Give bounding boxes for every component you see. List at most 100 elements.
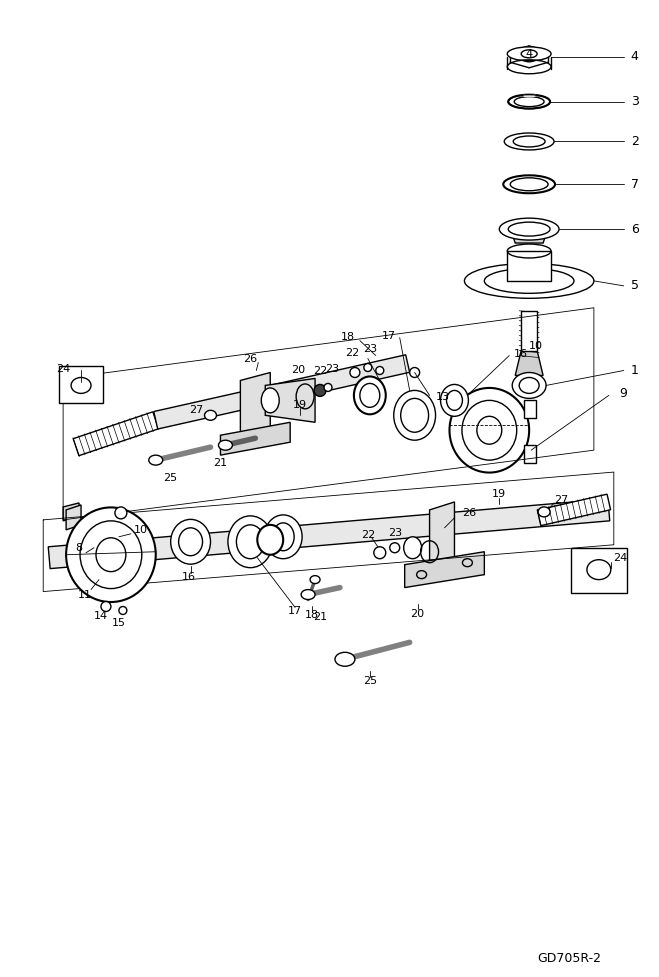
Polygon shape [266,378,315,422]
Text: 13: 13 [436,393,449,403]
Ellipse shape [507,47,551,61]
Text: 21: 21 [313,613,327,622]
Polygon shape [241,372,270,443]
Text: 22: 22 [345,348,359,358]
Bar [524,446,536,463]
Ellipse shape [264,515,302,559]
Text: 17: 17 [288,607,302,616]
Circle shape [324,383,332,392]
Ellipse shape [503,175,555,193]
Ellipse shape [257,525,283,555]
Polygon shape [63,503,79,521]
Circle shape [350,367,360,377]
Ellipse shape [500,218,559,240]
Text: 10: 10 [134,525,148,534]
Text: 19: 19 [293,401,307,410]
Circle shape [364,363,372,371]
Text: 11: 11 [78,589,92,600]
Text: 16: 16 [514,349,529,359]
Text: 23: 23 [362,344,377,354]
Ellipse shape [261,388,279,413]
Text: 23: 23 [325,363,339,373]
Polygon shape [515,351,543,375]
Text: 23: 23 [387,528,402,537]
Ellipse shape [149,455,163,465]
Ellipse shape [219,441,233,450]
Circle shape [314,384,326,397]
Text: 15: 15 [112,618,126,628]
Text: 5: 5 [631,279,639,292]
Polygon shape [154,355,410,429]
Circle shape [374,547,386,559]
Text: 22: 22 [313,366,327,376]
Ellipse shape [440,384,469,416]
Bar [59,365,103,404]
Bar [571,548,627,593]
Text: 18: 18 [305,611,319,620]
Ellipse shape [204,410,216,420]
Text: 25: 25 [163,473,178,483]
Polygon shape [73,411,159,455]
Text: 10: 10 [529,341,543,351]
Bar [524,401,536,418]
Ellipse shape [462,401,517,460]
Text: 19: 19 [492,488,506,499]
Ellipse shape [66,507,156,602]
Ellipse shape [504,133,554,149]
Text: GD705R-2: GD705R-2 [537,952,601,964]
Ellipse shape [512,372,546,399]
Circle shape [376,366,384,374]
Text: 6: 6 [631,223,639,235]
Text: 26: 26 [463,508,476,518]
Polygon shape [48,499,610,569]
Bar [507,251,551,280]
Ellipse shape [171,520,210,564]
Ellipse shape [228,516,273,568]
Polygon shape [405,552,484,587]
Circle shape [410,367,420,377]
Text: 21: 21 [214,458,227,468]
Text: 7: 7 [631,178,639,191]
Polygon shape [537,494,611,526]
Text: 27: 27 [554,495,568,505]
Polygon shape [221,422,290,455]
Text: 26: 26 [243,354,258,363]
Bar [521,311,537,351]
Circle shape [119,607,127,615]
Ellipse shape [404,536,422,559]
Text: 2: 2 [631,135,639,148]
Text: 25: 25 [362,676,377,686]
Text: 3: 3 [631,95,639,108]
Text: 1: 1 [631,364,639,377]
Ellipse shape [310,575,320,583]
Ellipse shape [393,391,436,441]
Circle shape [115,507,127,519]
Ellipse shape [335,653,355,666]
Text: 24: 24 [56,363,71,373]
Ellipse shape [449,388,529,473]
Ellipse shape [508,95,550,108]
Text: 18: 18 [341,331,355,342]
Ellipse shape [301,589,315,600]
Text: 27: 27 [189,405,204,415]
Text: 4: 4 [631,51,639,64]
Polygon shape [430,502,455,574]
Text: 20: 20 [291,365,305,375]
Circle shape [101,602,111,612]
Ellipse shape [80,521,142,588]
Text: 17: 17 [382,330,395,341]
Text: 16: 16 [182,572,196,581]
Text: 24: 24 [613,553,627,563]
Polygon shape [66,505,81,530]
Text: 4: 4 [526,49,532,59]
Ellipse shape [354,376,386,414]
Text: 14: 14 [94,612,108,621]
Text: 22: 22 [360,530,375,540]
Ellipse shape [465,264,594,298]
Text: 20: 20 [411,610,424,619]
Polygon shape [508,222,550,243]
Text: 8: 8 [76,543,82,553]
Text: 9: 9 [619,387,627,400]
Ellipse shape [538,507,550,517]
Circle shape [389,543,400,553]
